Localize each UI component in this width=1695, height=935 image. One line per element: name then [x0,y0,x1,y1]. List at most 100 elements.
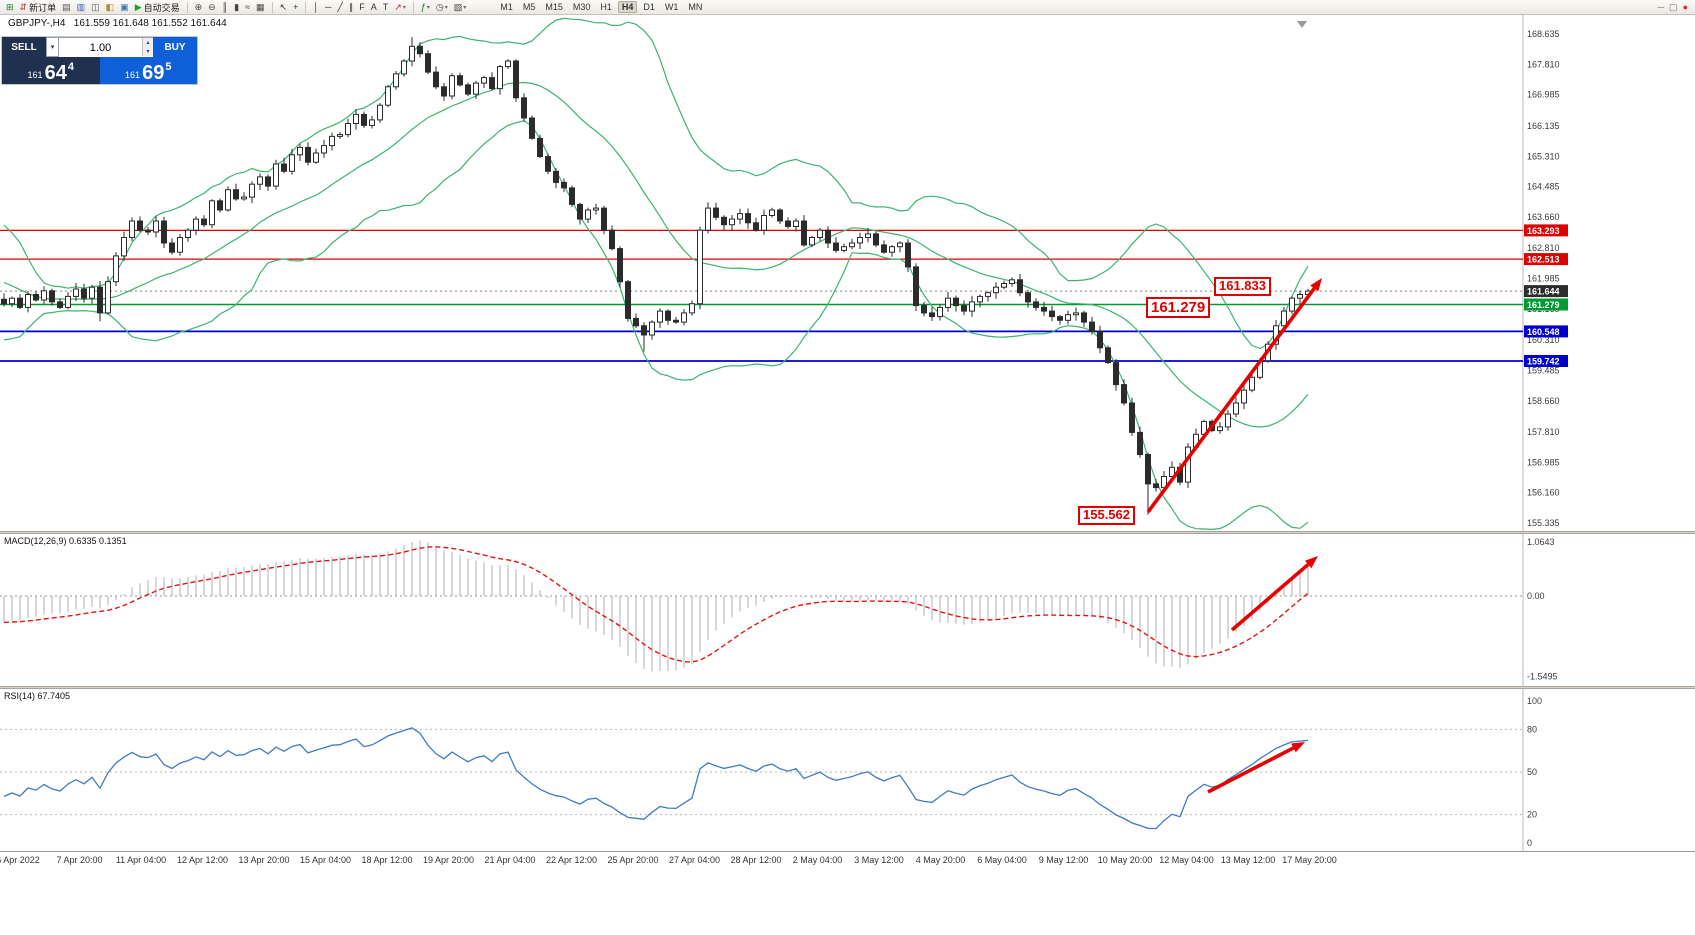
price-axis-tick: 162.810 [1527,243,1560,253]
new-order-label: 新订单 [29,2,57,13]
chart-profiles-button[interactable]: ▤ [60,1,73,14]
time-axis-label: 15 Apr 04:00 [299,855,352,865]
arrows-icon: ↗ [394,1,402,12]
price-chart-canvas[interactable]: 168.635 167.810 166.985 166.135 165.310 164.4… [0,15,1695,531]
macd-axis-tick: 0.00 [1527,591,1545,601]
crosshair-button[interactable]: + [291,1,300,14]
rsi-axis-tick: 80 [1527,724,1537,734]
axis-price-box-label: 161.279 [1527,300,1560,310]
data-window-button[interactable]: ◫ [89,1,102,14]
axis-price-box [1524,285,1568,298]
panel-splitter[interactable] [0,686,1695,689]
crosshair-icon: + [293,1,299,12]
fibonacci-retracement-button[interactable]: F [357,1,367,14]
price-axis-tick: 156.160 [1527,488,1560,498]
trendline-button[interactable]: ╱ [335,1,344,14]
timeframe-w1-button[interactable]: W1 [664,2,679,12]
macd-panel-canvas[interactable]: 1.0643 0.00 -1.5495 [0,534,1695,686]
timeframe-mn-button[interactable]: MN [688,2,703,12]
time-axis-label: 7 Apr 20:00 [56,855,103,865]
terminal-button[interactable]: ▣ [118,1,131,14]
time-axis-label: 6 Apr 2022 [0,855,40,865]
navigator-button[interactable]: ◧ [104,1,117,14]
rsi-axis-tick: 0 [1527,838,1532,848]
chart-window: GBPJPY-,H4 161.559 161.648 161.552 161.6… [0,15,1695,935]
horizontal-line-objects[interactable] [0,229,1523,362]
zoom-out-button[interactable]: ⊖ [206,1,218,14]
buy-button[interactable]: BUY [153,37,197,57]
vertical-line-button[interactable]: │ [311,1,321,14]
templates-icon: ▧ [453,1,463,12]
axis-price-box [1524,224,1568,237]
sell-price-button[interactable]: 161 64 4 [2,57,100,84]
price-axis-tick: 166.135 [1527,121,1560,131]
timeframe-h1-button[interactable]: H1 [600,2,612,12]
restore-button[interactable]: ▢ [1669,1,1678,12]
fibonacci-retracement-icon: F [359,1,365,12]
toolbar-separator [186,1,188,13]
sell-button[interactable]: SELL [2,37,46,57]
trend-arrow-object[interactable] [1230,556,1318,632]
buy-price-big-digits: 69 [142,62,165,84]
macd-axis-tick: -1.5495 [1527,672,1558,682]
timeframe-m1-button[interactable]: M1 [500,2,513,12]
arrows-button[interactable]: ↗ ▾ [392,1,408,14]
text-button[interactable]: A [369,1,379,14]
volume-input[interactable] [59,39,153,57]
tile-windows-button[interactable]: ▦ [254,1,267,14]
horizontal-line-icon: ─ [324,1,332,12]
chart-shift-marker[interactable] [1297,21,1307,28]
rsi-axis-tick: 50 [1527,767,1537,777]
minimize-button[interactable]: ─ [1657,1,1665,12]
terminal-icon: ▣ [120,1,129,12]
equidistant-channel-button[interactable]: ∥ [347,1,356,14]
line-chart-mode-button[interactable]: ≈ [243,1,252,14]
volume-decrease-icon[interactable]: ▾ [143,47,153,56]
indicators-list-button[interactable]: ƒ ▾ [419,1,432,14]
trend-arrow-object[interactable] [1207,742,1305,794]
chart-profiles-icon: ▤ [62,1,71,12]
new-order-button[interactable]: ⇵ 新订单 [18,1,59,14]
price-axis-tick: 157.810 [1527,427,1560,437]
line-chart-mode-icon: ≈ [245,1,251,12]
toolbar-separator [305,1,307,13]
candlestick-mode-button[interactable]: ▮ [232,1,241,14]
time-axis-label: 21 Apr 04:00 [484,855,536,865]
text-label-button[interactable]: T [381,1,391,14]
market-watch-icon: ▥ [76,1,86,12]
time-axis-label: 12 May 04:00 [1159,855,1214,865]
volume-options-caret-icon[interactable]: ▾ [46,37,59,57]
bar-chart-mode-button[interactable]: ║ [220,1,230,14]
market-watch-button[interactable]: ▥ [75,1,88,14]
horizontal-line-button[interactable]: ─ [323,1,333,14]
price-annotation[interactable]: 161.279 [1146,297,1211,319]
autotrading-button[interactable]: ▶ 自动交易 [133,1,182,14]
rsi-panel-canvas[interactable]: 100 80 50 20 0 [0,689,1695,851]
macd-indicator-label: MACD(12,26,9) 0.6335 0.1351 [4,536,127,546]
timeframe-d1-button[interactable]: D1 [643,2,655,12]
timeframe-m5-button[interactable]: M5 [522,2,536,12]
timeframe-m30-button[interactable]: M30 [572,2,591,12]
close-button[interactable]: ● [1682,1,1688,12]
panel-splitter[interactable] [0,531,1695,534]
zoom-in-button[interactable]: ⊕ [193,1,205,14]
chart-ohlc-header: GBPJPY-,H4 161.559 161.648 161.552 161.6… [8,18,227,29]
rsi-axis-tick: 100 [1527,696,1542,706]
periods-button[interactable]: ◷ ▾ [434,1,450,14]
timeframe-h4-button[interactable]: H4 [617,1,638,13]
new-chart-button[interactable]: ⊞ [4,1,16,14]
cursor-button[interactable]: ↖ [278,1,290,14]
volume-increase-icon[interactable]: ▴ [143,38,153,47]
buy-price-button[interactable]: 161 69 5 [99,57,197,84]
equidistant-channel-icon: ∥ [348,1,354,12]
price-annotation[interactable]: 161.833 [1214,277,1271,296]
periods-icon: ◷ [435,1,444,12]
timeframe-m15-button[interactable]: M15 [545,2,563,12]
vertical-line-icon: │ [313,1,319,12]
trend-arrow-object[interactable] [1146,278,1322,514]
templates-button[interactable]: ▧ ▾ [452,1,469,14]
time-axis[interactable]: 6 Apr 2022 7 Apr 20:00 11 Apr 04:00 12 Apr … [0,851,1695,868]
axis-price-box [1524,355,1568,367]
macd-axis-tick: 1.0643 [1527,537,1555,547]
price-annotation[interactable]: 155.562 [1078,506,1135,525]
